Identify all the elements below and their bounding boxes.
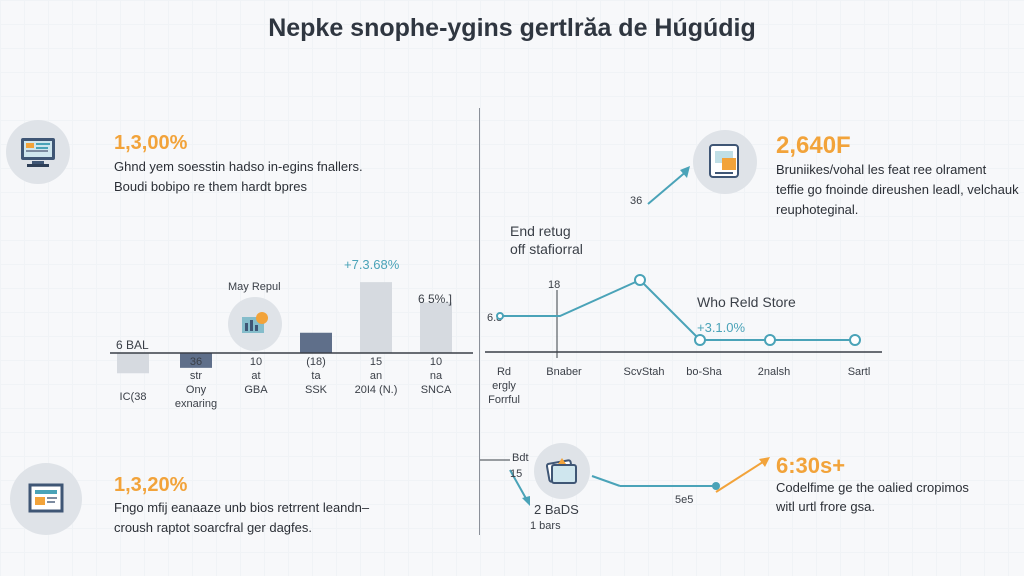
monitor-icon xyxy=(21,138,55,167)
bottom-flow-chart xyxy=(480,459,720,506)
report-icon-circle xyxy=(10,463,82,535)
bar-4 xyxy=(360,282,392,353)
stat-top-left-value: 1,3,00% xyxy=(114,132,188,154)
stat-top-right-line-3: reuphoteginal. xyxy=(776,202,859,217)
line-series xyxy=(496,274,861,346)
stat-bottom-left-line-2: croush raptot soarcfral ger dagfes. xyxy=(114,520,312,535)
stat-top-right-value: 2,640F xyxy=(776,132,851,159)
center-divider xyxy=(479,108,480,470)
stat-bottom-left-value: 1,3,20% xyxy=(114,474,188,496)
line-chart xyxy=(485,274,882,358)
bar-tick-label-0: IC(38 xyxy=(119,391,147,403)
flow-sub-label: 1 bars xyxy=(530,520,561,532)
line-tick-label-2: ScvStah xyxy=(623,366,665,378)
document-icon xyxy=(709,144,739,178)
growth-arrow-top xyxy=(647,166,690,205)
cards-icon xyxy=(545,458,577,484)
line-point-2 xyxy=(634,274,646,286)
page-title: Nepke snophe-ygins gertlrăa de Húgúdig xyxy=(268,14,756,42)
stat-bottom-right-line-2: witl urtl frore gsa. xyxy=(776,499,875,514)
line-tick-label-5: Sartl xyxy=(847,366,871,378)
line-tick-label-4: 2nalsh xyxy=(757,366,791,378)
line-tick-label-3: bo-Sha xyxy=(686,366,722,378)
bar-5 xyxy=(420,302,452,353)
line-chart-header: End retug off stafiorral xyxy=(510,223,583,257)
bar-chart xyxy=(110,282,473,374)
line-point-4 xyxy=(764,334,776,346)
bar-0 xyxy=(117,353,149,374)
bar-tick-label-4: 15 an 20I4 (N.) xyxy=(354,356,398,396)
cards-icon-circle xyxy=(534,443,590,499)
bar-1 xyxy=(180,353,212,368)
report-icon xyxy=(28,483,64,513)
bar-icon-label: May Repul xyxy=(228,281,281,293)
line-pct-label: +3.1.0% xyxy=(697,320,746,335)
flow-count-label: 2 BaDS xyxy=(534,502,579,517)
bar-tick-label-2: 10 at GBA xyxy=(244,356,268,396)
stat-bottom-left-line-1: Fngo mfij eanaaze unb bios retrrent lean… xyxy=(114,500,370,515)
bar-second-label: 6 5%.] xyxy=(418,292,453,306)
bar-series xyxy=(117,282,452,374)
line-point-0 xyxy=(496,312,504,320)
flow-arrow-head xyxy=(522,496,530,506)
stat-top-left-line-1: Ghnd yem soesstin hadso in-egins fnaller… xyxy=(114,159,363,174)
flow-line-1 xyxy=(591,475,621,487)
line-tick-label-0: Rd ergly Forrful xyxy=(488,366,520,406)
gear-icon-circle xyxy=(228,297,282,351)
line-point-3 xyxy=(694,334,706,346)
stat-top-left-line-2: Boudi bobipo re them hardt bpres xyxy=(114,179,307,194)
line-marker-label: 18 xyxy=(548,279,561,291)
flow-end-marker xyxy=(712,482,720,490)
line-tick-label-1: Bnaber xyxy=(546,366,582,378)
bottom-divider xyxy=(479,445,480,535)
stat-top-right-line-2: teffie go fnoinde direushen leadl, velch… xyxy=(776,182,1019,197)
line-series-path xyxy=(500,278,855,341)
stat-top-right-line-1: Bruniikes/vohal les feat ree olrament xyxy=(776,162,987,177)
growth-arrow-bottom xyxy=(715,457,770,493)
bar-peak-label: +7.3.68% xyxy=(344,257,400,272)
line-point-5 xyxy=(849,334,861,346)
stat-bottom-right-value: 6:30s+ xyxy=(776,453,846,478)
bar-tick-label-1: 36 str Ony exnaring xyxy=(174,356,218,410)
flow-arrow xyxy=(509,469,529,503)
flow-axis-label: 5e5 xyxy=(675,494,694,506)
gear-icon xyxy=(242,312,268,333)
stat-bottom-right-line-1: Codelfime ge the oalied cropimos xyxy=(776,480,969,495)
flow-top-label: Bdt xyxy=(512,452,529,464)
monitor-icon-circle xyxy=(6,120,70,184)
line-series-label: Who Reld Store xyxy=(697,294,796,310)
bar-tick-label-5: 10 na SNCA xyxy=(420,356,452,396)
flow-mid-label: 15 xyxy=(510,468,523,480)
bar-tick-label-3: (18) ta SSK xyxy=(304,356,327,396)
bar-3 xyxy=(300,332,332,353)
bar-baseline-label: 6 BAL xyxy=(116,338,149,352)
document-icon-circle xyxy=(693,130,757,194)
arrow-top-label: 36 xyxy=(630,195,643,207)
